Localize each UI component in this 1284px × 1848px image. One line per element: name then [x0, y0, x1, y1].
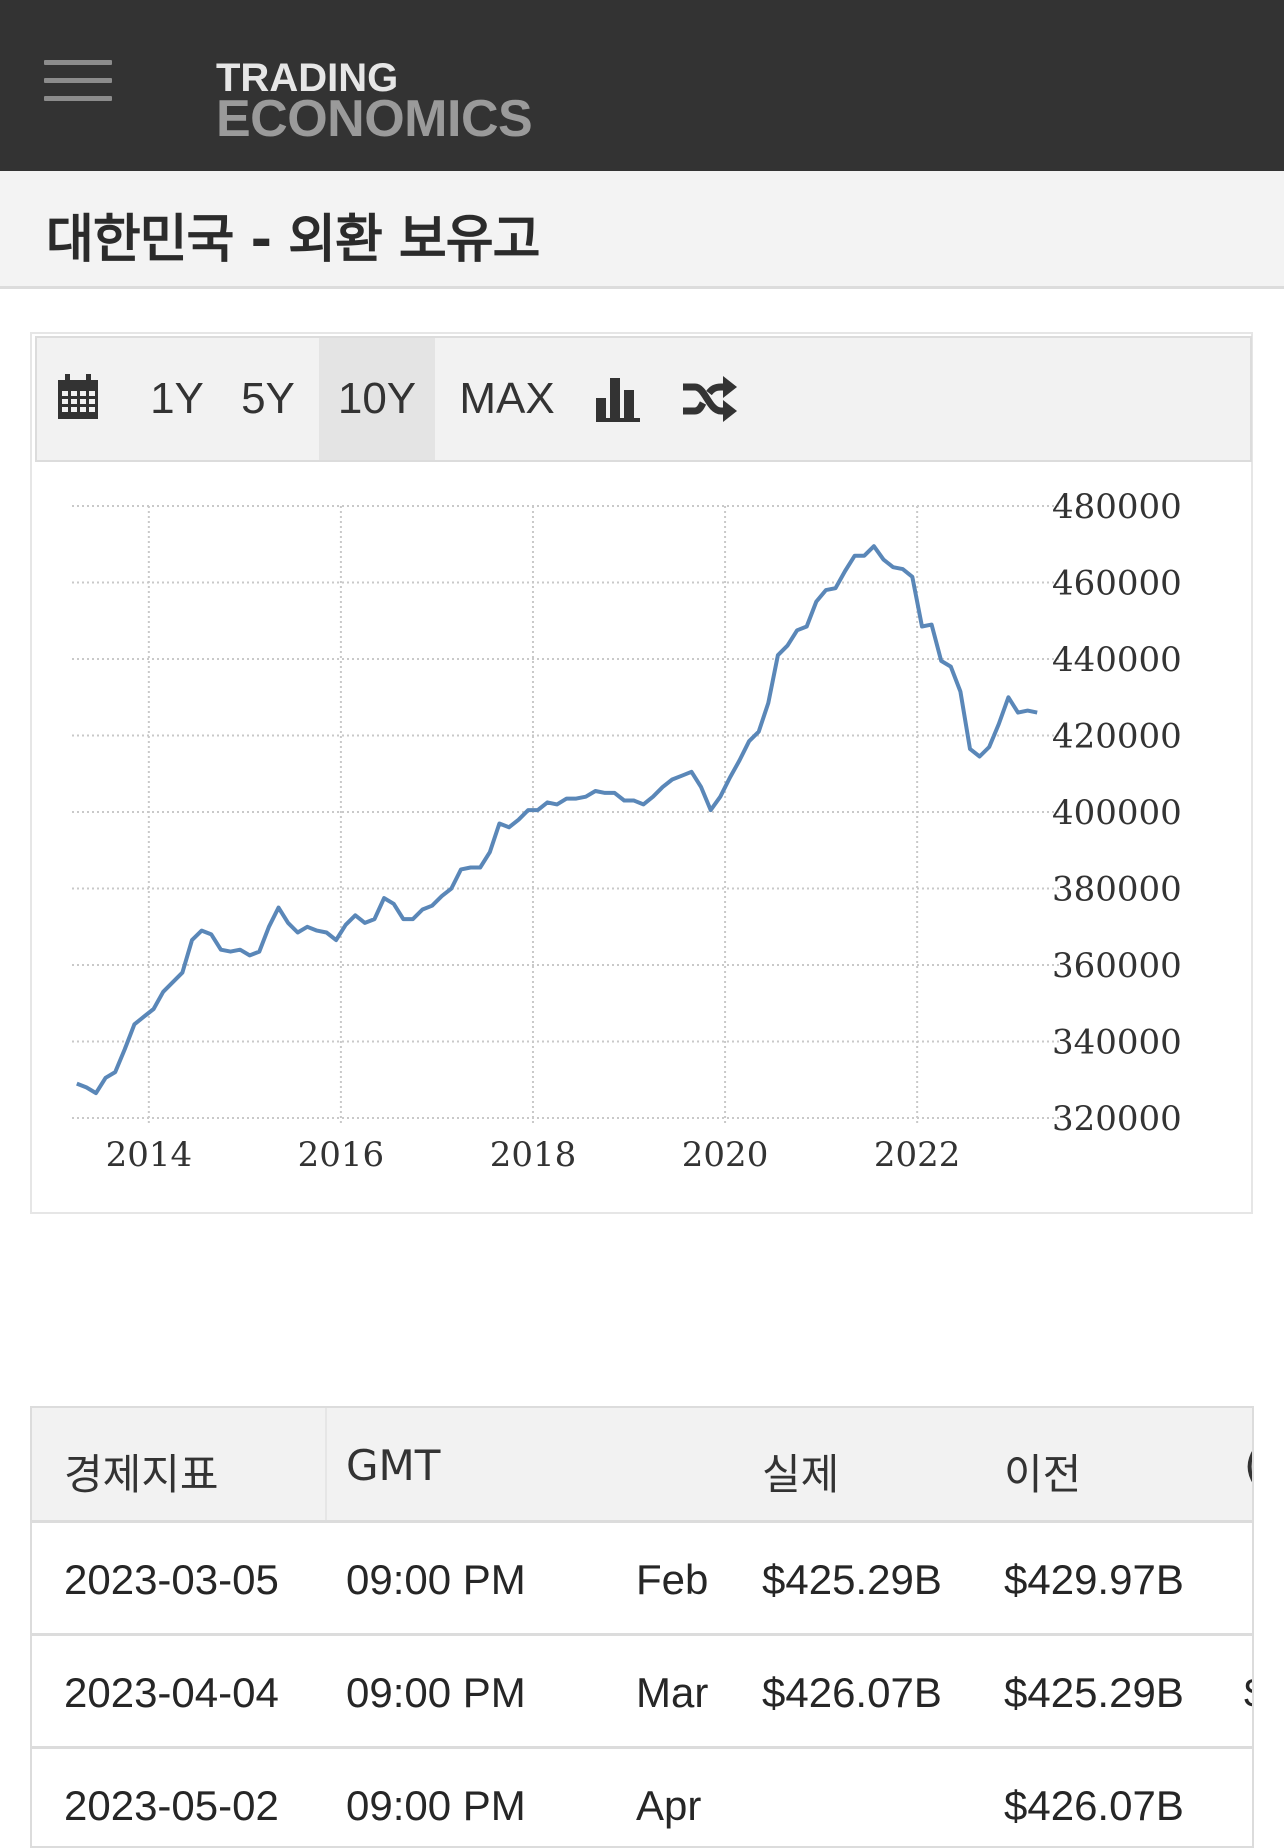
- chart-toolbar: 1Y 5Y 10Y MAX: [35, 336, 1252, 462]
- x-tick-label: 2016: [298, 1135, 385, 1175]
- y-tick-label: 340000: [1052, 1023, 1182, 1063]
- range-1y-button[interactable]: 1Y: [150, 374, 204, 423]
- y-tick-label: 320000: [1052, 1099, 1182, 1139]
- y-tick-label: 420000: [1052, 717, 1182, 757]
- trading-economics-logo[interactable]: TRADING ECONOMICS: [216, 56, 533, 148]
- x-tick-label: 2014: [106, 1135, 193, 1175]
- row-reference: Feb: [636, 1556, 709, 1603]
- header-indicator: 경제지표: [64, 1450, 219, 1499]
- page-title-bar: 대한민국 - 외환 보유고: [0, 171, 1284, 289]
- x-tick-label: 2018: [490, 1135, 577, 1175]
- shuffle-icon[interactable]: [681, 376, 737, 422]
- row-previous: $425.29B: [1004, 1669, 1184, 1716]
- calendar-icon[interactable]: [57, 374, 99, 420]
- logo-line2: ECONOMICS: [216, 90, 533, 148]
- top-navigation-bar: TRADING ECONOMICS: [0, 0, 1284, 171]
- calendar-table: 경제지표 GMT 실제 이전 ( 2023-03-05 09:00 PM Feb…: [30, 1406, 1254, 1848]
- range-max-button[interactable]: MAX: [459, 374, 555, 423]
- row-date: 2023-03-05: [64, 1556, 279, 1603]
- header-actual: 실제: [762, 1450, 840, 1499]
- header-consensus-partial: (: [1244, 1441, 1252, 1490]
- hamburger-menu-icon[interactable]: [44, 60, 112, 102]
- y-tick-label: 440000: [1052, 640, 1182, 680]
- forex-reserves-line-chart: 480000 460000 440000 420000 400000 380000 3600…: [72, 487, 1182, 1175]
- y-tick-label: 480000: [1052, 487, 1182, 527]
- logo-line1: TRADING: [216, 56, 399, 100]
- header-previous: 이전: [1004, 1450, 1082, 1499]
- row-previous: $426.07B: [1004, 1782, 1184, 1829]
- table-row[interactable]: 2023-03-05 09:00 PM Feb $425.29B $429.97…: [32, 1523, 1252, 1636]
- range-5y-button[interactable]: 5Y: [241, 374, 295, 423]
- y-tick-label: 460000: [1052, 564, 1182, 604]
- page-title: 대한민국 - 외환 보유고: [46, 210, 540, 270]
- row-actual: $425.29B: [762, 1556, 942, 1603]
- row-time: 09:00 PM: [346, 1669, 526, 1716]
- series-line: [76, 544, 1038, 1096]
- row-time: 09:00 PM: [346, 1782, 526, 1829]
- x-tick-label: 2020: [682, 1135, 769, 1175]
- range-10y-button[interactable]: 10Y: [319, 338, 435, 460]
- table-row[interactable]: 2023-05-02 09:00 PM Apr $426.07B: [32, 1749, 1252, 1846]
- header-gmt: GMT: [346, 1441, 441, 1490]
- row-previous: $429.97B: [1004, 1556, 1184, 1603]
- table-row[interactable]: 2023-04-04 09:00 PM Mar $426.07B $425.29…: [32, 1636, 1252, 1749]
- table-header: 경제지표 GMT 실제 이전 (: [32, 1408, 1252, 1523]
- x-tick-label: 2022: [874, 1135, 961, 1175]
- y-tick-label: 380000: [1052, 870, 1182, 910]
- row-reference: Apr: [636, 1782, 702, 1829]
- chart-panel: 1Y 5Y 10Y MAX 480000 460000 440000 420000 40…: [30, 332, 1253, 1214]
- row-extra: $: [1244, 1669, 1252, 1717]
- y-tick-label: 400000: [1052, 793, 1182, 833]
- row-date: 2023-04-04: [64, 1669, 279, 1716]
- row-reference: Mar: [636, 1669, 709, 1716]
- y-tick-label: 360000: [1052, 946, 1182, 986]
- row-time: 09:00 PM: [346, 1556, 526, 1603]
- row-date: 2023-05-02: [64, 1782, 279, 1829]
- bar-chart-icon[interactable]: [596, 378, 640, 422]
- row-actual: $426.07B: [762, 1669, 942, 1716]
